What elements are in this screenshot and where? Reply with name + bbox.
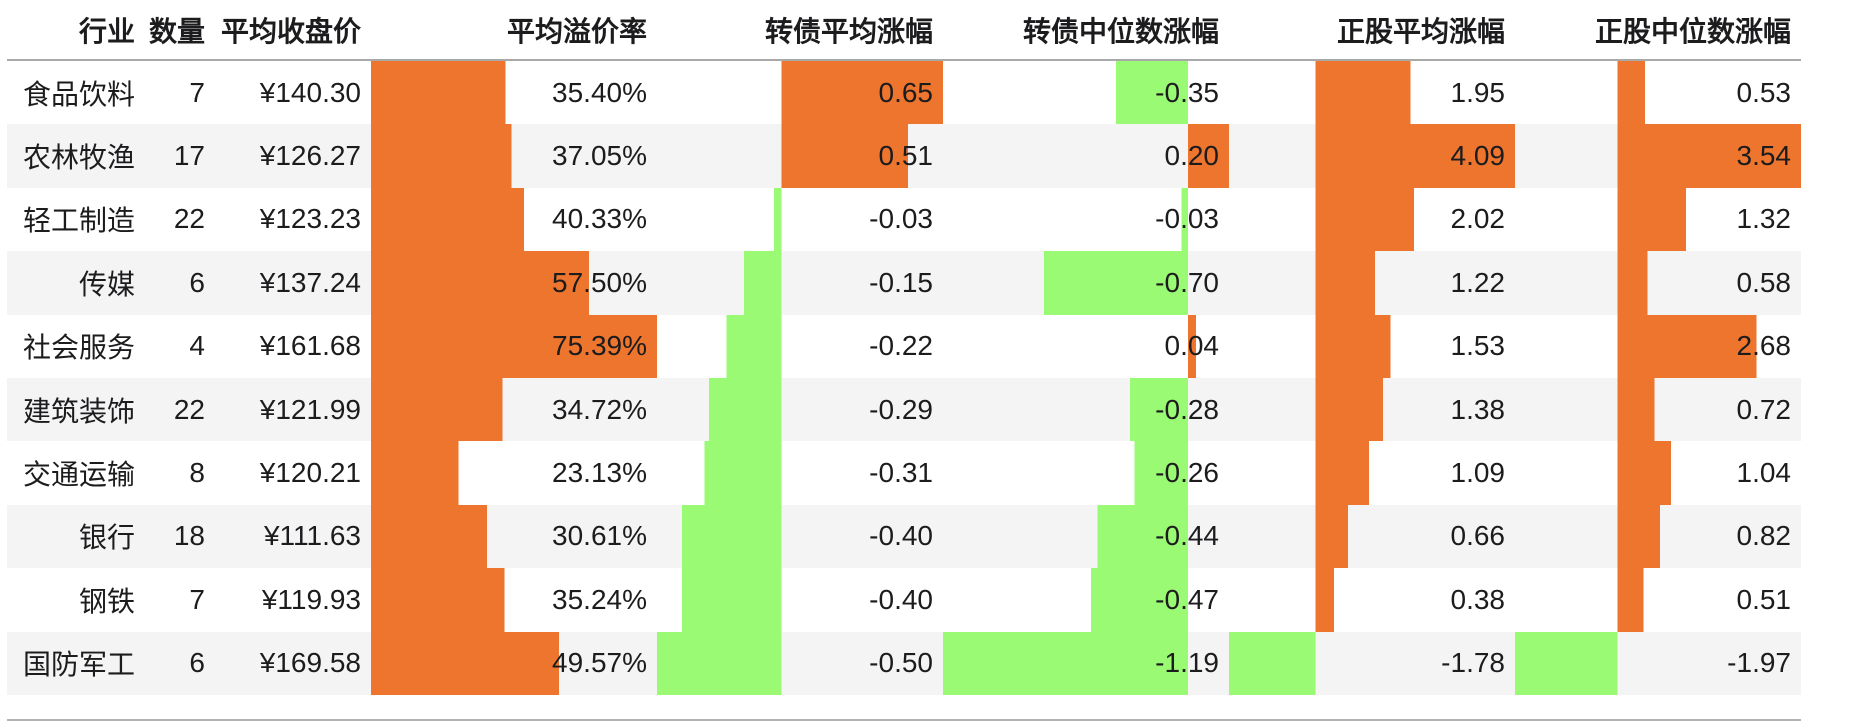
cell-avg_close: ¥161.68 [215,314,371,378]
row-label-industry: 国防军工 [7,631,145,695]
cell-avg_premium: 35.40% [371,61,657,125]
cell-cb_med_chg: -1.19 [943,631,1229,695]
table-bottom-border [7,719,1801,721]
cell-stock_avg_chg: 1.22 [1229,251,1515,315]
column-header-cb_avg_chg: 转债平均涨幅 [764,15,933,47]
cell-stock_avg_chg: 4.09 [1229,124,1515,188]
cell-count: 22 [145,377,215,442]
row-label-industry: 食品饮料 [7,61,145,125]
table-header-row: 行业 数量 平均收盘价 平均溢价率 转债平均涨幅 转债中位数涨幅 正股平均涨幅 正股中位数涨幅 [7,0,1801,59]
cell-avg_close: ¥120.21 [215,441,371,505]
cell-cb_med_chg: 0.20 [943,124,1229,188]
cell-avg_premium: 57.50% [371,251,657,315]
cell-avg_close: ¥137.24 [215,251,371,315]
cell-count: 7 [145,568,215,632]
cell-avg_close: ¥169.58 [215,631,371,695]
cell-avg_close: ¥121.99 [215,377,371,442]
cell-stock_med_chg: 3.54 [1515,124,1801,188]
cell-avg_premium: 34.72% [371,377,657,442]
cell-cb_avg_chg: 0.51 [657,124,943,188]
cell-avg_close: ¥111.63 [215,504,371,569]
cell-avg_close: ¥140.30 [215,61,371,125]
cell-count: 6 [145,631,215,695]
cell-cb_med_chg: -0.03 [943,187,1229,252]
cell-count: 6 [145,251,215,315]
cell-avg_premium: 40.33% [371,187,657,252]
header-divider [7,59,1801,61]
cell-cb_avg_chg: -0.29 [657,377,943,442]
cell-stock_avg_chg: 0.38 [1229,568,1515,632]
column-header-count: 数量 [148,15,205,47]
cell-avg_premium: 23.13% [371,441,657,505]
cell-cb_med_chg: -0.26 [943,441,1229,505]
column-header-avg_premium: 平均溢价率 [506,15,647,47]
cell-cb_med_chg: -0.44 [943,504,1229,569]
cell-avg_premium: 49.57% [371,631,657,695]
cell-stock_avg_chg: 1.09 [1229,441,1515,505]
cell-count: 7 [145,61,215,125]
cell-stock_med_chg: 1.32 [1515,187,1801,252]
row-label-industry: 银行 [7,504,145,569]
cell-cb_med_chg: -0.47 [943,568,1229,632]
cell-avg_premium: 30.61% [371,504,657,569]
column-header-avg_close: 平均收盘价 [220,15,361,47]
cell-stock_avg_chg: 1.95 [1229,61,1515,125]
cell-cb_avg_chg: -0.50 [657,631,943,695]
cell-avg_close: ¥123.23 [215,187,371,252]
cell-cb_avg_chg: -0.40 [657,568,943,632]
cell-cb_med_chg: -0.28 [943,377,1229,442]
row-label-industry: 交通运输 [7,441,145,505]
column-header-stock_med_chg: 正股中位数涨幅 [1594,15,1791,47]
industry-bond-table: 行业 数量 平均收盘价 平均溢价率 转债平均涨幅 转债中位数涨幅 正股平均涨幅 正股中位数涨幅… [7,0,1801,695]
cell-cb_med_chg: -0.70 [943,251,1229,315]
cell-count: 22 [145,187,215,252]
cell-count: 8 [145,441,215,505]
column-header-cb_med_chg: 转债中位数涨幅 [1022,15,1219,47]
cell-avg_premium: 35.24% [371,568,657,632]
row-label-industry: 传媒 [7,251,145,315]
cell-count: 4 [145,314,215,378]
cell-cb_avg_chg: -0.03 [657,187,943,252]
cell-stock_avg_chg: 0.66 [1229,504,1515,569]
cell-avg_close: ¥119.93 [215,568,371,632]
cell-stock_med_chg: -1.97 [1515,631,1801,695]
cell-cb_avg_chg: -0.31 [657,441,943,505]
cell-cb_med_chg: -0.35 [943,61,1229,125]
row-label-industry: 钢铁 [7,568,145,632]
column-header-stock_avg_chg: 正股平均涨幅 [1336,15,1505,47]
row-label-industry: 建筑装饰 [7,377,145,442]
cell-stock_avg_chg: -1.78 [1229,631,1515,695]
cell-avg_close: ¥126.27 [215,124,371,188]
cell-stock_med_chg: 0.72 [1515,377,1801,442]
cell-stock_avg_chg: 2.02 [1229,187,1515,252]
row-label-industry: 社会服务 [7,314,145,378]
column-header-industry: 行业 [78,15,135,47]
row-label-industry: 农林牧渔 [7,124,145,188]
cell-cb_avg_chg: -0.22 [657,314,943,378]
cell-cb_avg_chg: -0.15 [657,251,943,315]
cell-count: 17 [145,124,215,188]
cell-stock_med_chg: 0.53 [1515,61,1801,125]
cell-cb_med_chg: 0.04 [943,314,1229,378]
row-label-industry: 轻工制造 [7,187,145,252]
cell-cb_avg_chg: -0.40 [657,504,943,569]
cell-stock_med_chg: 2.68 [1515,314,1801,378]
cell-stock_med_chg: 1.04 [1515,441,1801,505]
cell-stock_med_chg: 0.51 [1515,568,1801,632]
cell-count: 18 [145,504,215,569]
cell-stock_avg_chg: 1.53 [1229,314,1515,378]
cell-stock_med_chg: 0.58 [1515,251,1801,315]
cell-avg_premium: 37.05% [371,124,657,188]
cell-stock_med_chg: 0.82 [1515,504,1801,569]
cell-cb_avg_chg: 0.65 [657,61,943,125]
cell-stock_avg_chg: 1.38 [1229,377,1515,442]
cell-avg_premium: 75.39% [371,314,657,378]
table-body: 食品饮料 7 ¥140.30 35.40% 0.65 -0.35 1.95 0.53 农林牧渔 1… [7,61,1801,695]
